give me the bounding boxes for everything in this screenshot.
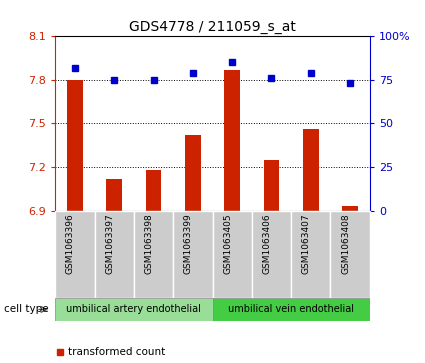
Bar [212, 211, 252, 298]
Title: GDS4778 / 211059_s_at: GDS4778 / 211059_s_at [129, 20, 296, 34]
Text: GSM1063405: GSM1063405 [223, 213, 232, 274]
Text: GSM1063396: GSM1063396 [66, 213, 75, 274]
Text: umbilical artery endothelial: umbilical artery endothelial [66, 305, 201, 314]
Bar [303, 129, 319, 211]
Text: GSM1063406: GSM1063406 [263, 213, 272, 274]
Bar [67, 80, 83, 211]
Text: GSM1063399: GSM1063399 [184, 213, 193, 274]
Bar [224, 70, 240, 211]
Bar [55, 298, 212, 321]
Text: GSM1063408: GSM1063408 [341, 213, 350, 274]
Text: GSM1063398: GSM1063398 [144, 213, 153, 274]
Bar [264, 160, 279, 211]
Text: cell type: cell type [4, 305, 49, 314]
Bar [94, 211, 134, 298]
Bar [106, 179, 122, 211]
Text: umbilical vein endothelial: umbilical vein endothelial [228, 305, 354, 314]
Bar [185, 135, 201, 211]
Bar [55, 211, 94, 298]
Bar [173, 211, 212, 298]
Text: GSM1063407: GSM1063407 [302, 213, 311, 274]
Bar [291, 211, 331, 298]
Bar [212, 298, 370, 321]
Bar [134, 211, 173, 298]
Bar [146, 170, 162, 211]
Bar [342, 206, 358, 211]
Text: GSM1063397: GSM1063397 [105, 213, 114, 274]
Bar [331, 211, 370, 298]
Bar [252, 211, 291, 298]
Text: transformed count: transformed count [68, 347, 165, 357]
